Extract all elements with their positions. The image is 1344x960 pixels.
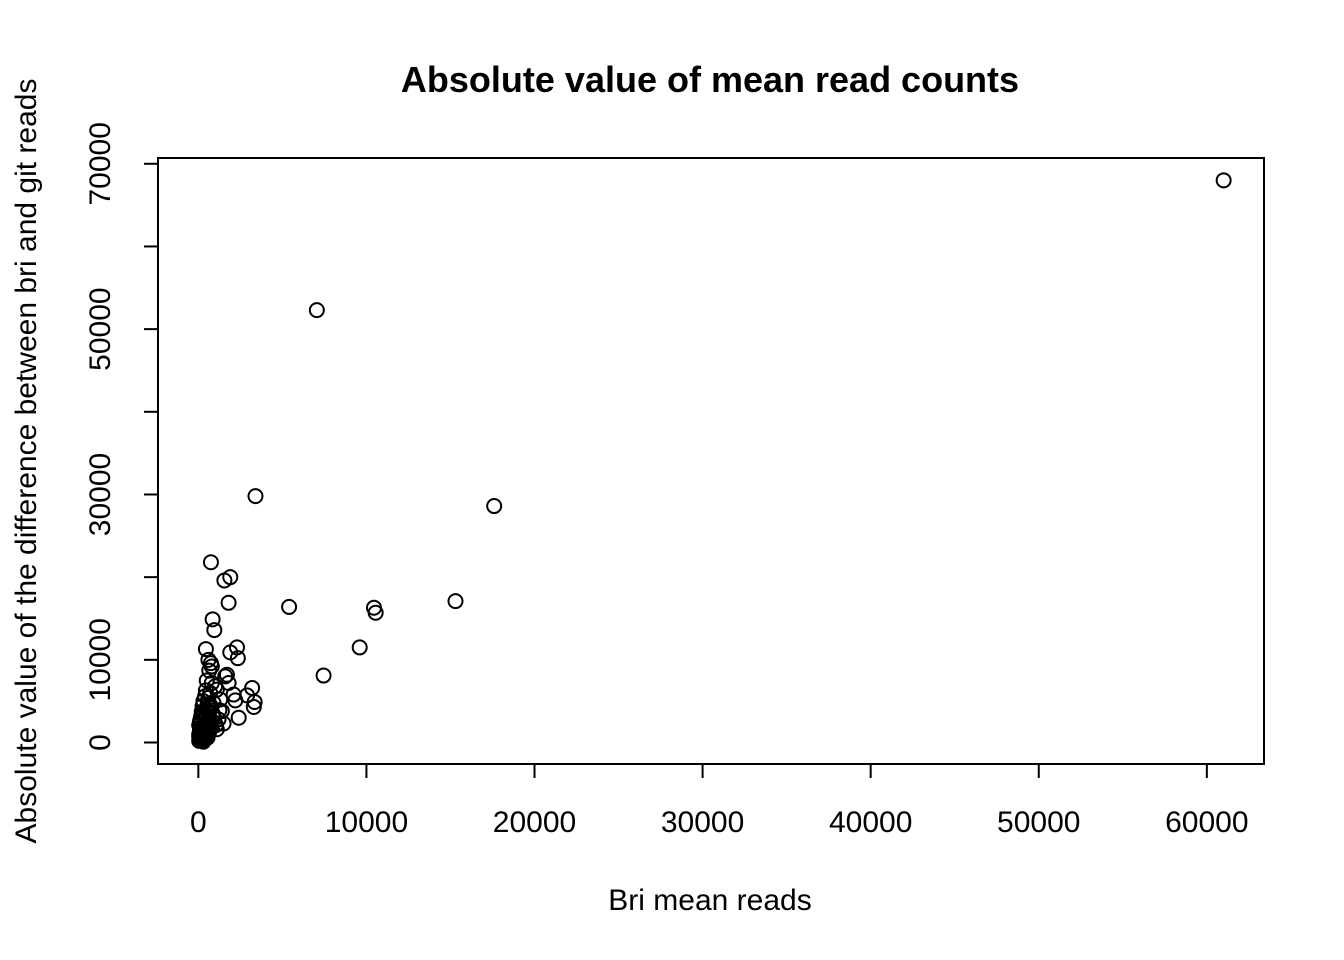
data-point bbox=[206, 622, 223, 639]
x-axis-label: Bri mean reads bbox=[608, 884, 811, 917]
data-point bbox=[193, 703, 210, 720]
plot-frame bbox=[157, 157, 1265, 765]
data-point bbox=[247, 488, 264, 505]
data-point bbox=[229, 650, 246, 667]
x-tick-label: 0 bbox=[190, 806, 207, 839]
data-point bbox=[216, 572, 233, 589]
y-tick-label: 30000 bbox=[84, 453, 117, 536]
data-point bbox=[367, 604, 384, 621]
x-tick-label: 20000 bbox=[493, 806, 576, 839]
data-point bbox=[197, 641, 214, 658]
data-point bbox=[225, 686, 242, 703]
data-point bbox=[201, 662, 218, 679]
data-point bbox=[315, 667, 332, 684]
data-point bbox=[194, 730, 211, 747]
data-point bbox=[245, 698, 262, 715]
y-axis-label: Absolute value of the difference between… bbox=[10, 79, 43, 844]
y-tick-label: 70000 bbox=[84, 122, 117, 205]
data-point bbox=[1215, 172, 1232, 189]
x-tick-label: 30000 bbox=[661, 806, 744, 839]
data-point bbox=[220, 594, 237, 611]
data-point bbox=[351, 639, 368, 656]
data-point bbox=[486, 498, 503, 515]
y-tick-label: 50000 bbox=[84, 287, 117, 370]
x-tick-label: 50000 bbox=[997, 806, 1080, 839]
data-point bbox=[308, 302, 325, 319]
data-point bbox=[281, 598, 298, 615]
chart-title: Absolute value of mean read counts bbox=[401, 59, 1019, 100]
data-point bbox=[447, 593, 464, 610]
data-point bbox=[191, 726, 208, 743]
data-point bbox=[218, 666, 235, 683]
x-tick-label: 40000 bbox=[829, 806, 912, 839]
y-tick-label: 10000 bbox=[84, 618, 117, 701]
y-tick-label: 0 bbox=[84, 734, 117, 751]
data-point bbox=[202, 554, 219, 571]
data-point bbox=[230, 709, 247, 726]
data-points bbox=[191, 172, 1232, 750]
data-point bbox=[204, 611, 221, 628]
x-axis: 0 10000 20000 30000 40000 50000 60000 bbox=[190, 763, 1249, 839]
x-tick-label: 10000 bbox=[325, 806, 408, 839]
data-point bbox=[211, 702, 228, 719]
y-axis: 0 10000 30000 50000 70000 bbox=[84, 122, 159, 751]
data-point bbox=[192, 715, 209, 732]
x-tick-label: 60000 bbox=[1165, 806, 1248, 839]
